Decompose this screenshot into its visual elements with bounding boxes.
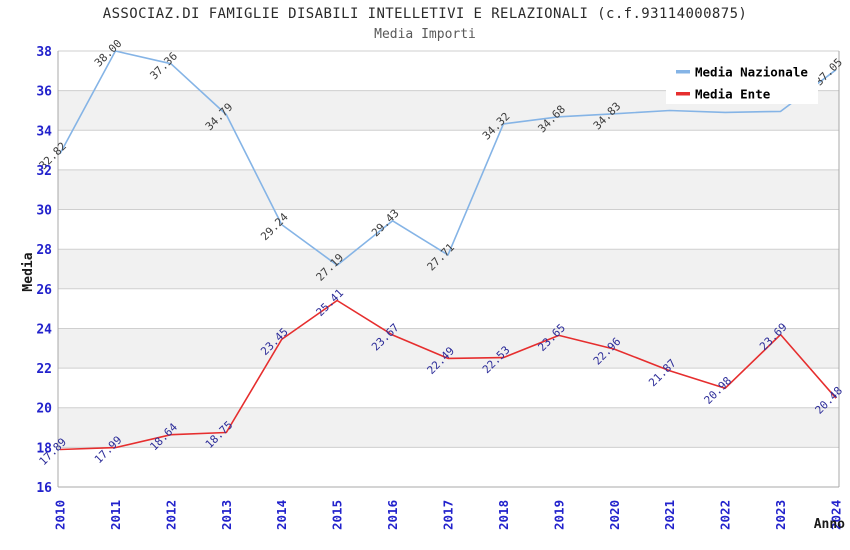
y-tick-label: 26 — [36, 283, 52, 298]
y-tick-label: 16 — [36, 481, 52, 496]
point-label: 37.36 — [147, 50, 180, 83]
x-tick-label: 2015 — [330, 500, 345, 530]
y-tick-label: 28 — [36, 243, 52, 258]
point-label: 29.24 — [258, 210, 291, 243]
y-tick-label: 34 — [36, 124, 52, 139]
x-tick-label: 2020 — [607, 500, 622, 530]
point-label: 20.98 — [702, 374, 735, 407]
x-tick-label: 2010 — [53, 500, 68, 530]
y-tick-label: 30 — [36, 204, 52, 219]
x-tick-label: 2024 — [829, 500, 844, 530]
y-tick-label: 20 — [36, 402, 52, 417]
x-tick-label: 2012 — [163, 500, 178, 530]
x-tick-label: 2021 — [662, 500, 677, 530]
y-tick-label: 36 — [36, 85, 52, 100]
y-tick-label: 18 — [36, 441, 52, 456]
x-tick-label: 2019 — [551, 500, 566, 530]
x-tick-label: 2017 — [441, 500, 456, 530]
chart-title: ASSOCIAZ.DI FAMIGLIE DISABILI INTELLETIV… — [102, 6, 748, 22]
x-tick-label: 2014 — [274, 500, 289, 530]
y-tick-label: 22 — [36, 362, 52, 377]
grid-band — [58, 169, 839, 210]
x-tick-label: 2011 — [108, 500, 123, 530]
legend-swatch-media-nazionale — [676, 70, 690, 74]
grid-band — [58, 249, 839, 289]
legend-label-media-ente: Media Ente — [695, 87, 771, 102]
legend: Media Nazionale Media Ente — [666, 54, 818, 104]
y-tick-label: 38 — [36, 45, 52, 60]
y-tick-label: 32 — [36, 164, 52, 179]
legend-label-media-nazionale: Media Nazionale — [695, 65, 808, 80]
legend-background — [666, 54, 818, 104]
media-nazionale-line — [59, 50, 837, 267]
x-tick-label: 2018 — [496, 500, 511, 530]
y-axis-title: Media — [21, 252, 36, 291]
x-tick-label: 2016 — [385, 500, 400, 530]
y-tick-label: 24 — [36, 323, 52, 338]
x-tick-label: 2022 — [718, 500, 733, 530]
grid-band — [58, 328, 839, 369]
media-ente-line — [59, 299, 837, 451]
x-tick-label: 2023 — [773, 500, 788, 530]
x-tick-label: 2013 — [219, 500, 234, 530]
x-axis-title: Anno — [814, 517, 845, 532]
chart-subtitle: Media Importi — [374, 27, 476, 42]
grid-band — [58, 407, 839, 448]
legend-swatch-media-ente — [676, 92, 690, 96]
